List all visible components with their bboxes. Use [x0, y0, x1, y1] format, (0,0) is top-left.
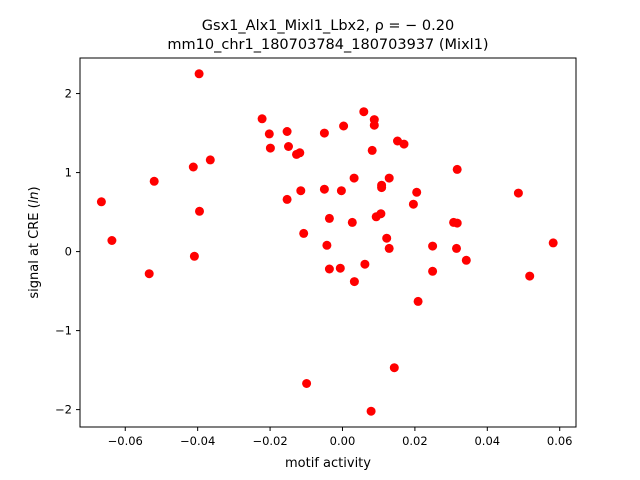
data-point [428, 266, 438, 276]
y-tick-label: −2 [55, 403, 72, 417]
data-point [282, 194, 292, 204]
data-point [452, 164, 462, 174]
data-point [324, 213, 334, 223]
x-tick-label: −0.06 [108, 434, 143, 448]
data-point [284, 142, 293, 151]
data-point [302, 379, 312, 388]
data-point [265, 143, 275, 153]
plot-area-frame [79, 57, 577, 428]
data-point [339, 121, 349, 131]
data-point [188, 162, 198, 172]
data-point [399, 139, 409, 149]
data-point [525, 271, 535, 281]
data-point [144, 269, 154, 279]
data-point [367, 145, 377, 155]
data-point [257, 114, 267, 124]
data-point [377, 183, 387, 193]
data-point [319, 128, 329, 138]
data-point [205, 155, 215, 165]
data-point [382, 233, 392, 243]
data-point [408, 199, 418, 209]
data-point [335, 263, 345, 273]
data-point [149, 176, 159, 186]
data-point [336, 186, 346, 196]
data-point [349, 277, 359, 287]
data-point [324, 264, 334, 274]
data-point [428, 241, 438, 251]
data-point [322, 240, 332, 250]
x-tick-label: −0.02 [252, 434, 287, 448]
data-point [376, 209, 386, 219]
data-point [413, 296, 423, 306]
y-axis-ticks: −2 −1 0 1 2 [55, 87, 80, 417]
data-point [282, 127, 292, 136]
data-point [548, 238, 558, 248]
data-point [195, 206, 204, 216]
data-points [96, 69, 558, 416]
data-point [384, 243, 394, 253]
data-point [360, 259, 370, 269]
x-tick-label: 0.00 [330, 434, 356, 448]
y-tick-label: 0 [65, 245, 72, 259]
data-point [359, 107, 369, 117]
y-tick-label: 2 [65, 87, 72, 101]
x-tick-label: 0.06 [547, 434, 573, 448]
data-point [389, 363, 399, 373]
data-point [189, 251, 199, 261]
data-point [296, 186, 306, 196]
x-axis-ticks: −0.06 −0.04 −0.02 0.00 0.02 0.04 0.06 [108, 427, 573, 448]
data-point [107, 236, 117, 245]
data-point [513, 188, 523, 198]
data-point [452, 243, 461, 253]
data-point [319, 184, 329, 194]
data-point [194, 69, 204, 79]
chart-title-line1: Gsx1_Alx1_Mixl1_Lbx2, ρ = − 0.20 [202, 18, 454, 34]
data-point [412, 187, 422, 197]
x-tick-label: −0.04 [180, 434, 215, 448]
data-point [349, 173, 359, 183]
data-point [461, 255, 471, 265]
data-point [299, 228, 309, 238]
data-point [384, 173, 394, 183]
data-point [366, 406, 376, 416]
data-point [452, 218, 462, 228]
y-axis-label: signal at CRE (ln) [27, 186, 42, 298]
y-tick-label: −1 [55, 324, 72, 338]
x-tick-label: 0.02 [402, 434, 428, 448]
y-tick-label: 1 [65, 166, 72, 180]
chart-title-line2: mm10_chr1_180703784_180703937 (Mixl1) [167, 37, 488, 53]
x-tick-label: 0.04 [474, 434, 500, 448]
data-point [96, 197, 106, 207]
data-point [347, 217, 357, 227]
data-point [295, 148, 305, 158]
data-point [264, 129, 274, 139]
x-axis-label: motif activity [285, 456, 371, 471]
data-point [369, 120, 379, 130]
